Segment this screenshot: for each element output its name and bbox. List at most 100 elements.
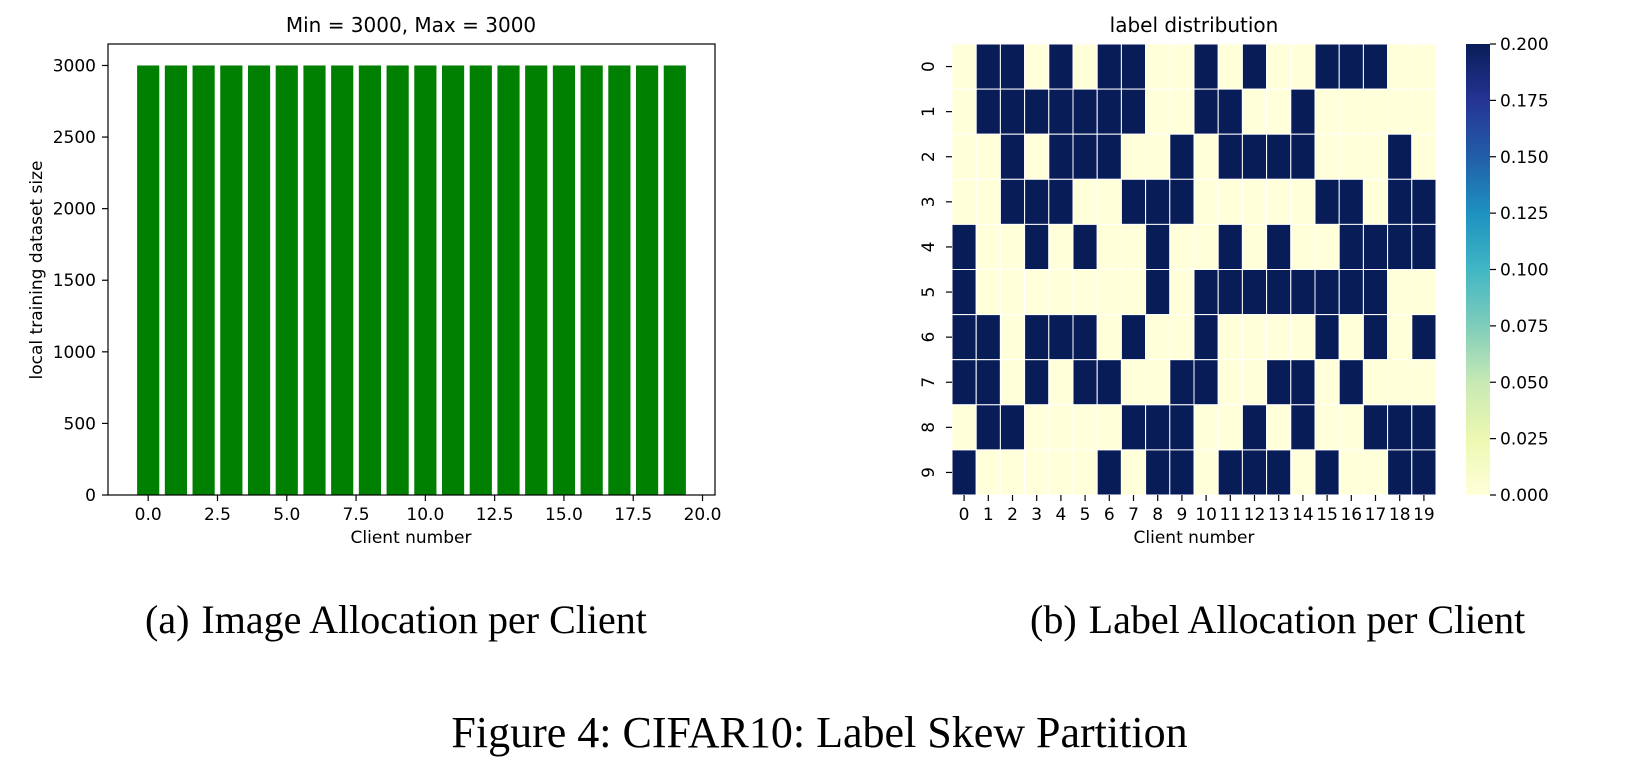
- colorbar-tick-label: 0.100: [1500, 261, 1549, 281]
- heatmap-cell: [1338, 314, 1364, 361]
- y-tick-label: 5: [919, 287, 939, 298]
- colorbar-tick-label: 0.075: [1500, 317, 1549, 337]
- heatmap-cell: [1266, 133, 1292, 180]
- x-tick-label: 7: [1128, 505, 1139, 525]
- heatmap-cell: [1362, 359, 1389, 406]
- heatmap-cell: [1362, 133, 1389, 180]
- heatmap-cell: [1387, 88, 1413, 135]
- x-tick-label: 5: [1080, 505, 1091, 525]
- heatmap-cell: [951, 404, 977, 451]
- x-tick-label: 17.5: [614, 505, 652, 525]
- heatmap-x-axis-label: Client number: [1134, 528, 1255, 548]
- colorbar-tick-label: 0.000: [1500, 486, 1549, 506]
- bar: [441, 65, 465, 495]
- heatmap-cell: [1072, 223, 1098, 270]
- heatmap-cell: [1314, 223, 1340, 270]
- heatmap-cell: [1024, 359, 1050, 406]
- heatmap-cell: [1362, 88, 1389, 135]
- heatmap-cell: [1024, 449, 1050, 496]
- x-tick-label: 11: [1219, 505, 1241, 525]
- heatmap-y-axis: 0 1 2 3 4 5 6 7 8 9: [919, 61, 952, 478]
- heatmap-cell: [1072, 133, 1098, 180]
- heatmap-cell: [1145, 43, 1171, 90]
- heatmap-cell: [1072, 314, 1098, 361]
- heatmap-cell: [1387, 404, 1413, 451]
- heatmap-cell: [1241, 223, 1268, 270]
- bar: [358, 65, 382, 495]
- heatmap-cell: [1072, 88, 1098, 135]
- heatmap-cell: [951, 178, 977, 225]
- heatmap-cell: [951, 43, 977, 90]
- heatmap-cell: [1217, 359, 1243, 406]
- heatmap-cell: [1072, 449, 1098, 496]
- heatmap-cell: [1241, 269, 1268, 316]
- heatmap-cell: [1241, 314, 1268, 361]
- x-tick-label: 4: [1055, 505, 1066, 525]
- heatmap-cell: [1241, 359, 1268, 406]
- heatmap-cell: [1338, 178, 1364, 225]
- heatmap-cell: [951, 314, 977, 361]
- heatmap-cell: [1193, 223, 1219, 270]
- heatmap-cell: [999, 314, 1026, 361]
- heatmap-cell: [1362, 314, 1389, 361]
- heatmap-cell: [975, 404, 1001, 451]
- heatmap-cell: [1338, 43, 1364, 90]
- heatmap-cell: [999, 88, 1026, 135]
- heatmap-cell: [1362, 43, 1389, 90]
- heatmap-cell: [1120, 178, 1147, 225]
- x-tick-label: 5.0: [273, 505, 300, 525]
- x-tick-label: 12: [1244, 505, 1266, 525]
- heatmap-cell: [1024, 43, 1050, 90]
- heatmap-cell: [1362, 404, 1389, 451]
- heatmap-cell: [1266, 88, 1292, 135]
- heatmap-cell: [1338, 133, 1364, 180]
- heatmap-cell: [975, 88, 1001, 135]
- heatmap-title: label distribution: [1110, 13, 1279, 37]
- heatmap-cell: [1314, 88, 1340, 135]
- heatmap-cell: [1266, 449, 1292, 496]
- heatmap-cell: [1314, 314, 1340, 361]
- heatmap-cell: [1048, 269, 1074, 316]
- heatmap-cell: [1024, 88, 1050, 135]
- heatmap-cell: [1048, 404, 1074, 451]
- heatmap-cell: [999, 359, 1026, 406]
- heatmap-cell: [1314, 404, 1340, 451]
- heatmap-cell: [1048, 314, 1074, 361]
- bar-chart-title: Min = 3000, Max = 3000: [286, 13, 536, 37]
- x-tick-label: 10: [1195, 505, 1217, 525]
- heatmap-cell: [1217, 449, 1243, 496]
- heatmap-cell: [1290, 449, 1316, 496]
- colorbar-tick-label: 0.150: [1500, 148, 1549, 168]
- bar: [137, 65, 160, 495]
- x-tick-label: 17: [1365, 505, 1387, 525]
- colorbar-tick-label: 0.050: [1500, 373, 1549, 393]
- bar-x-axis-label: Client number: [351, 528, 472, 548]
- heatmap-cell: [1096, 133, 1122, 180]
- x-tick-label: 19: [1413, 505, 1435, 525]
- subfigure-b-caption: (b) Label Allocation per Client: [1030, 596, 1525, 643]
- subfigure-a-label: (a): [145, 597, 190, 642]
- heatmap-cell: [975, 178, 1001, 225]
- bar: [497, 65, 520, 495]
- x-tick-label: 3: [1031, 505, 1042, 525]
- heatmap-cell: [1024, 223, 1050, 270]
- heatmap-cell: [1217, 178, 1243, 225]
- heatmap-cell: [1217, 133, 1243, 180]
- heatmap-cell: [1169, 359, 1195, 406]
- heatmap-cell: [951, 449, 977, 496]
- heatmap-cell: [1120, 223, 1147, 270]
- heatmap-cell: [951, 223, 977, 270]
- heatmap-cell: [1193, 269, 1219, 316]
- heatmap-cell: [1169, 404, 1195, 451]
- subfigure-b-label: (b): [1030, 597, 1077, 642]
- heatmap-cell: [1411, 43, 1437, 90]
- subfigure-a-text: Image Allocation per Client: [201, 597, 647, 642]
- heatmap-cell: [1314, 133, 1340, 180]
- heatmap-cell: [1120, 449, 1147, 496]
- heatmap-cell: [975, 449, 1001, 496]
- heatmap-cell: [1290, 359, 1316, 406]
- y-tick-label: 3000: [53, 56, 96, 76]
- y-tick-label: 1: [919, 106, 939, 117]
- y-tick-label: 9: [919, 467, 939, 478]
- heatmap-cell: [1024, 178, 1050, 225]
